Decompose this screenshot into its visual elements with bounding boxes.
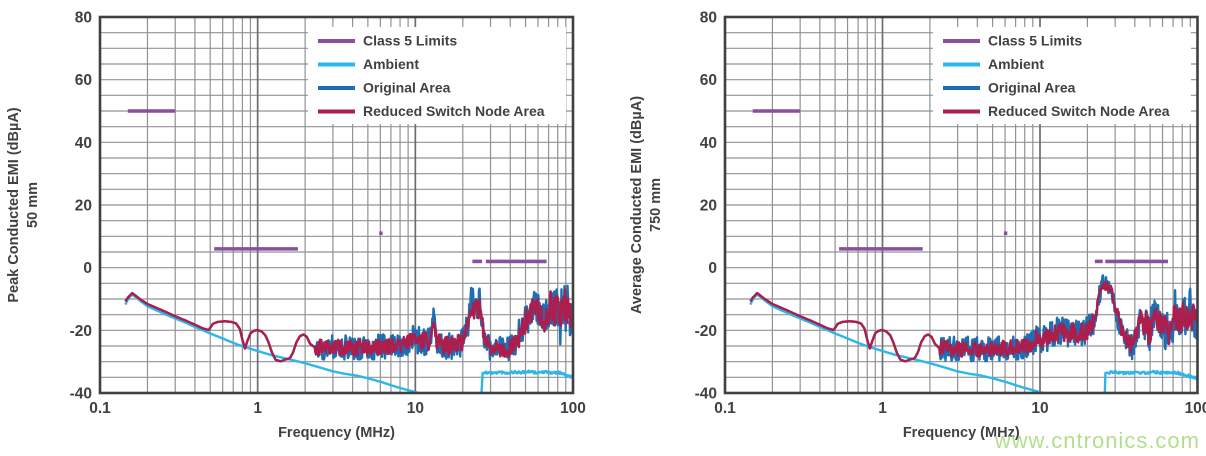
y-tick-label: 20: [75, 198, 92, 215]
y-axis-tick-labels: -40 -20 0 20 40 60 80: [695, 10, 717, 403]
legend-label: Original Area: [988, 80, 1076, 96]
reduced-switch-node-area-trace: [124, 288, 573, 363]
x-tick-label: 0.1: [89, 400, 111, 417]
y-tick-label: 0: [708, 260, 717, 277]
legend-item-reduced: Reduced Switch Node Area: [318, 103, 545, 119]
legend-item-original: Original Area: [318, 80, 451, 96]
y-axis-tick-labels: -40 -20 0 20 40 60 80: [70, 10, 92, 403]
chart-panel-peak: Class 5 Limits Ambient Original Area Reduce…: [6, 10, 586, 442]
x-tick-label: 10: [407, 400, 424, 417]
legend-item-reduced: Reduced Switch Node Area: [943, 103, 1170, 119]
y-tick-label: 60: [75, 72, 92, 89]
y-tick-label: -40: [70, 386, 92, 403]
reduced-switch-node-area-trace: [749, 281, 1198, 363]
x-axis-title: Frequency (MHz): [278, 425, 395, 441]
x-tick-label: 0.1: [714, 400, 736, 417]
average-emi-chart: Class 5 Limits Ambient Original Area Reduce…: [629, 10, 1206, 442]
legend-background: [308, 27, 566, 124]
y-tick-label: 40: [700, 135, 717, 152]
x-axis-title: Frequency (MHz): [903, 425, 1020, 441]
legend-item-ambient: Ambient: [318, 56, 419, 72]
plot-area: [749, 109, 1198, 393]
legend-item-original: Original Area: [943, 80, 1076, 96]
plot-frame: [98, 15, 575, 395]
x-tick-label: 100: [1185, 400, 1206, 417]
ambient-trace: [124, 293, 573, 393]
legend-item-ambient: Ambient: [943, 56, 1044, 72]
legend-item-class5: Class 5 Limits: [943, 33, 1082, 49]
x-axis-tick-labels: 0.1 1 10 100: [714, 400, 1206, 417]
legend-item-class5: Class 5 Limits: [318, 33, 457, 49]
plot-frame: [723, 15, 1199, 395]
plot-area: [124, 109, 573, 393]
y-tick-label: 40: [75, 135, 92, 152]
y-axis-subtitle: 50 mm: [25, 182, 41, 228]
y-axis-title: Average Conducted EMI (dBµA): [629, 96, 645, 314]
y-tick-label: 60: [700, 72, 717, 89]
legend-label: Original Area: [363, 80, 451, 96]
x-tick-label: 100: [560, 400, 586, 417]
x-tick-label: 10: [1031, 400, 1048, 417]
legend-label: Ambient: [988, 56, 1044, 72]
x-axis-tick-labels: 0.1 1 10 100: [89, 400, 586, 417]
legend-label: Reduced Switch Node Area: [988, 103, 1170, 119]
y-tick-label: 80: [75, 10, 92, 27]
y-tick-label: 20: [700, 198, 717, 215]
y-tick-label: -40: [695, 386, 717, 403]
legend: Class 5 Limits Ambient Original Area Reduce…: [308, 27, 566, 124]
legend-label: Ambient: [363, 56, 419, 72]
chart-panel-average: Class 5 Limits Ambient Original Area Reduce…: [603, 0, 1206, 456]
y-tick-label: -20: [70, 323, 92, 340]
y-axis-subtitle: 750 mm: [648, 178, 664, 232]
legend-label: Reduced Switch Node Area: [363, 103, 545, 119]
y-axis-title: Peak Conducted EMI (dBµA): [6, 107, 22, 302]
y-tick-label: -20: [695, 323, 717, 340]
watermark: www.cntronics.com: [994, 428, 1200, 453]
legend-label: Class 5 Limits: [988, 33, 1082, 49]
legend-label: Class 5 Limits: [363, 33, 457, 49]
ambient-trace: [749, 293, 1198, 393]
x-tick-label: 1: [878, 400, 887, 417]
y-tick-label: 80: [700, 10, 717, 27]
legend-background: [933, 27, 1191, 124]
x-tick-label: 1: [253, 400, 262, 417]
legend: Class 5 Limits Ambient Original Area Reduce…: [933, 27, 1191, 124]
y-tick-label: 0: [83, 260, 92, 277]
peak-emi-chart: Class 5 Limits Ambient Original Area Reduce…: [6, 10, 586, 442]
